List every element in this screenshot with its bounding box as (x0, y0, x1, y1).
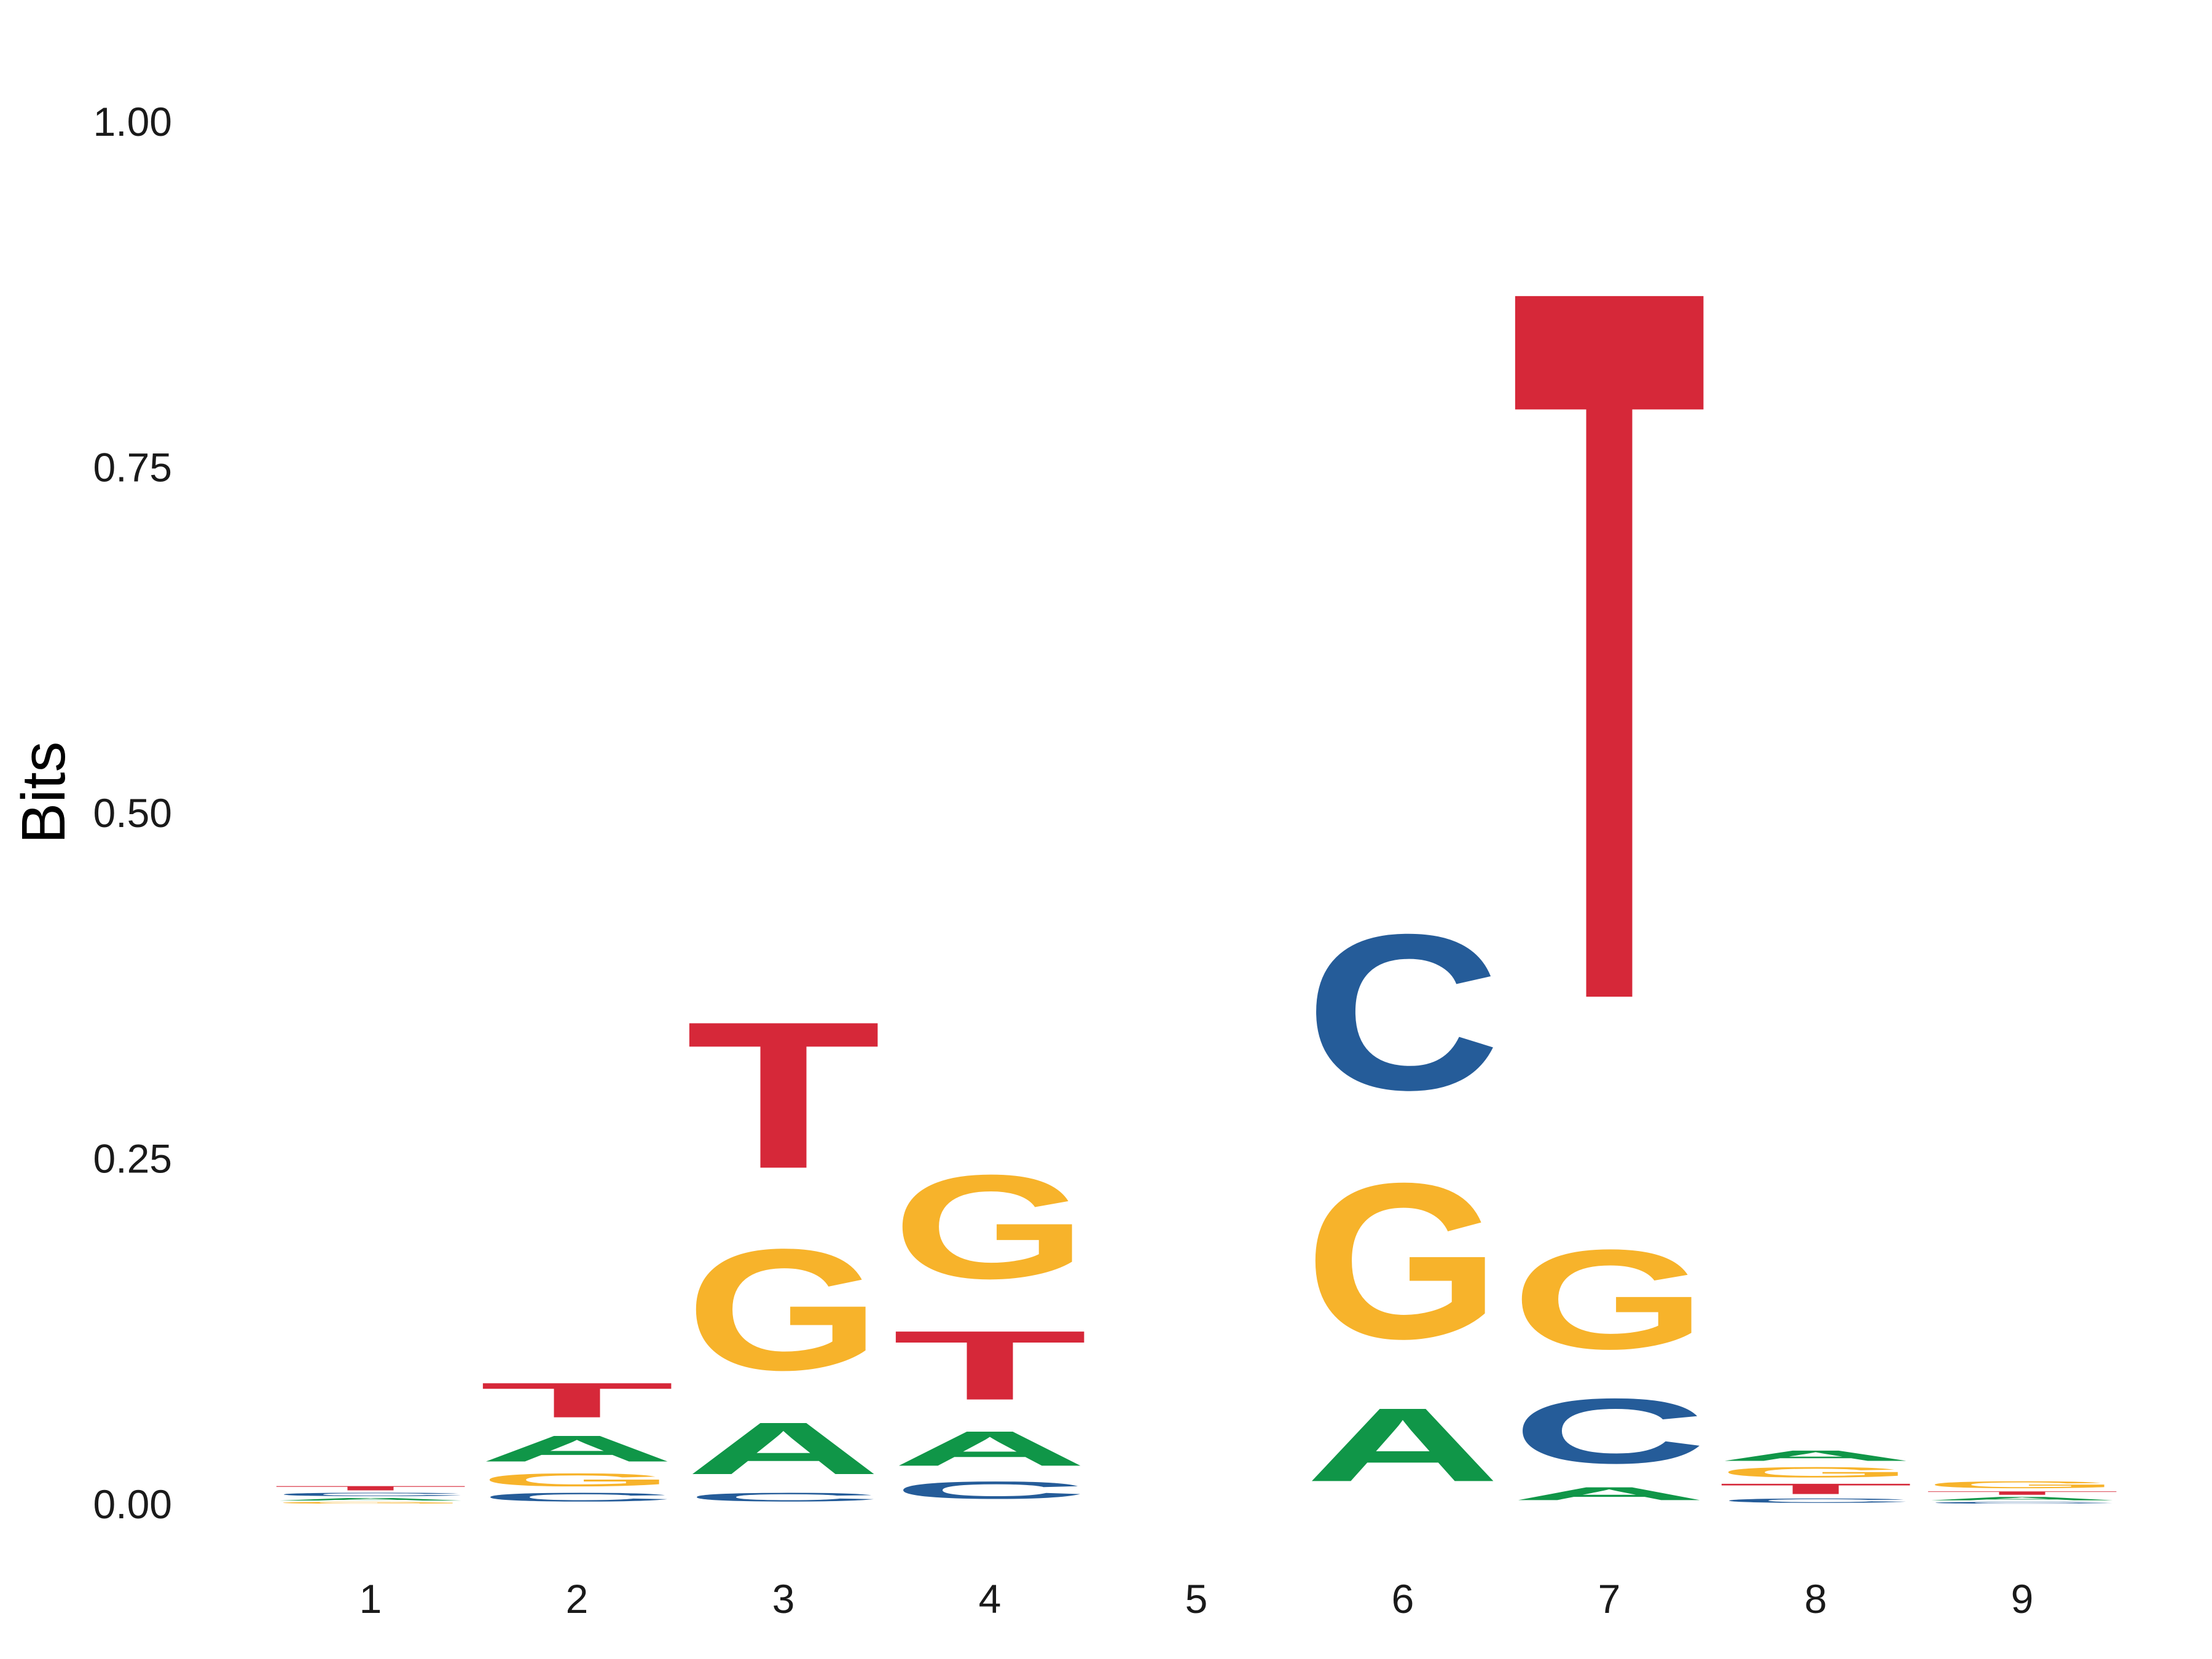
logo-letter-A: A (273, 1497, 468, 1502)
logo-letter-C: C (479, 1490, 675, 1504)
logo-letter-T: T (1512, 76, 1707, 1213)
logo-letter-A: A (686, 1407, 881, 1489)
logo-letter-C: C (892, 1477, 1088, 1504)
logo-letter-G: G (479, 1470, 675, 1491)
logo-letter-G: G (273, 1501, 468, 1504)
x-tick-label: 2 (566, 1576, 589, 1622)
y-axis: 0.00 0.25 0.50 0.75 1.00 (93, 99, 172, 1527)
logo-letter-G: G (686, 1214, 881, 1406)
x-tick-label: 8 (1805, 1576, 1827, 1622)
logo-column: AGC (1305, 888, 1500, 1503)
y-tick-label: 0.25 (93, 1136, 172, 1182)
logo-letter-A: A (892, 1421, 1088, 1477)
logo-letter-C: C (1924, 1501, 2120, 1504)
y-tick-label: 0.00 (93, 1481, 172, 1527)
x-axis: 1 2 3 4 5 6 7 8 9 (359, 1576, 2034, 1622)
logo-letter-G: G (1718, 1464, 1913, 1481)
y-axis-title: Bits (9, 742, 78, 844)
x-tick-label: 3 (772, 1576, 795, 1622)
logo-letter-G: G (892, 1144, 1088, 1309)
x-tick-label: 5 (1185, 1576, 1208, 1622)
logo-letter-T: T (479, 1373, 675, 1428)
logo-letter-C: C (1512, 1379, 1707, 1483)
logo-letter-A: A (1924, 1496, 2120, 1501)
y-tick-label: 1.00 (93, 99, 172, 144)
logo-letter-A: A (1512, 1483, 1707, 1504)
x-tick-label: 9 (2011, 1576, 2034, 1622)
logo-letter-T: T (892, 1310, 1088, 1421)
logo-letter-T: T (273, 1484, 468, 1491)
logo-letter-A: A (1718, 1448, 1913, 1464)
x-tick-label: 4 (979, 1576, 1002, 1622)
y-tick-label: 0.50 (93, 790, 172, 836)
logo-letter-T: T (686, 978, 881, 1213)
logo-letter-A: A (479, 1428, 675, 1469)
y-tick-label: 0.75 (93, 445, 172, 490)
logo-letter-C: C (273, 1492, 468, 1497)
logo-letter-T: T (1924, 1490, 2120, 1496)
x-tick-label: 6 (1392, 1576, 1414, 1622)
logo-letter-G: G (1924, 1479, 2120, 1490)
logo-letter-C: C (1718, 1497, 1913, 1504)
logo-letter-C: C (686, 1490, 881, 1504)
logo-letter-G: G (1305, 1137, 1500, 1385)
logo-letter-G: G (1512, 1220, 1707, 1379)
x-tick-label: 1 (359, 1576, 382, 1622)
logo-letter-C: C (1305, 888, 1500, 1136)
logo-letter-A: A (1305, 1386, 1500, 1504)
x-tick-label: 7 (1598, 1576, 1621, 1622)
logo-letter-T: T (1718, 1481, 1913, 1497)
